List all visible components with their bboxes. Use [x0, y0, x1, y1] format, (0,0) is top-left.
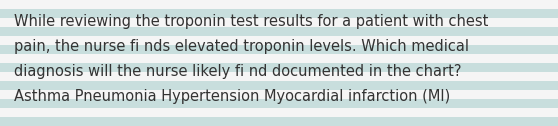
Bar	[0, 117, 558, 126]
Bar	[0, 72, 558, 81]
Bar	[0, 54, 558, 63]
Bar	[0, 27, 558, 36]
Bar	[0, 63, 558, 72]
Text: pain, the nurse fi nds elevated troponin levels. Which medical: pain, the nurse fi nds elevated troponin…	[14, 39, 469, 54]
Bar	[0, 0, 558, 9]
Bar	[0, 18, 558, 27]
Bar	[0, 99, 558, 108]
Text: While reviewing the troponin test results for a patient with chest: While reviewing the troponin test result…	[14, 14, 488, 29]
Text: Asthma Pneumonia Hypertension Myocardial infarction (MI): Asthma Pneumonia Hypertension Myocardial…	[14, 89, 450, 104]
Bar	[0, 9, 558, 18]
Bar	[0, 36, 558, 45]
Bar	[0, 45, 558, 54]
Bar	[0, 81, 558, 90]
Text: diagnosis will the nurse likely fi nd documented in the chart?: diagnosis will the nurse likely fi nd do…	[14, 64, 461, 79]
Bar	[0, 108, 558, 117]
Bar	[0, 90, 558, 99]
